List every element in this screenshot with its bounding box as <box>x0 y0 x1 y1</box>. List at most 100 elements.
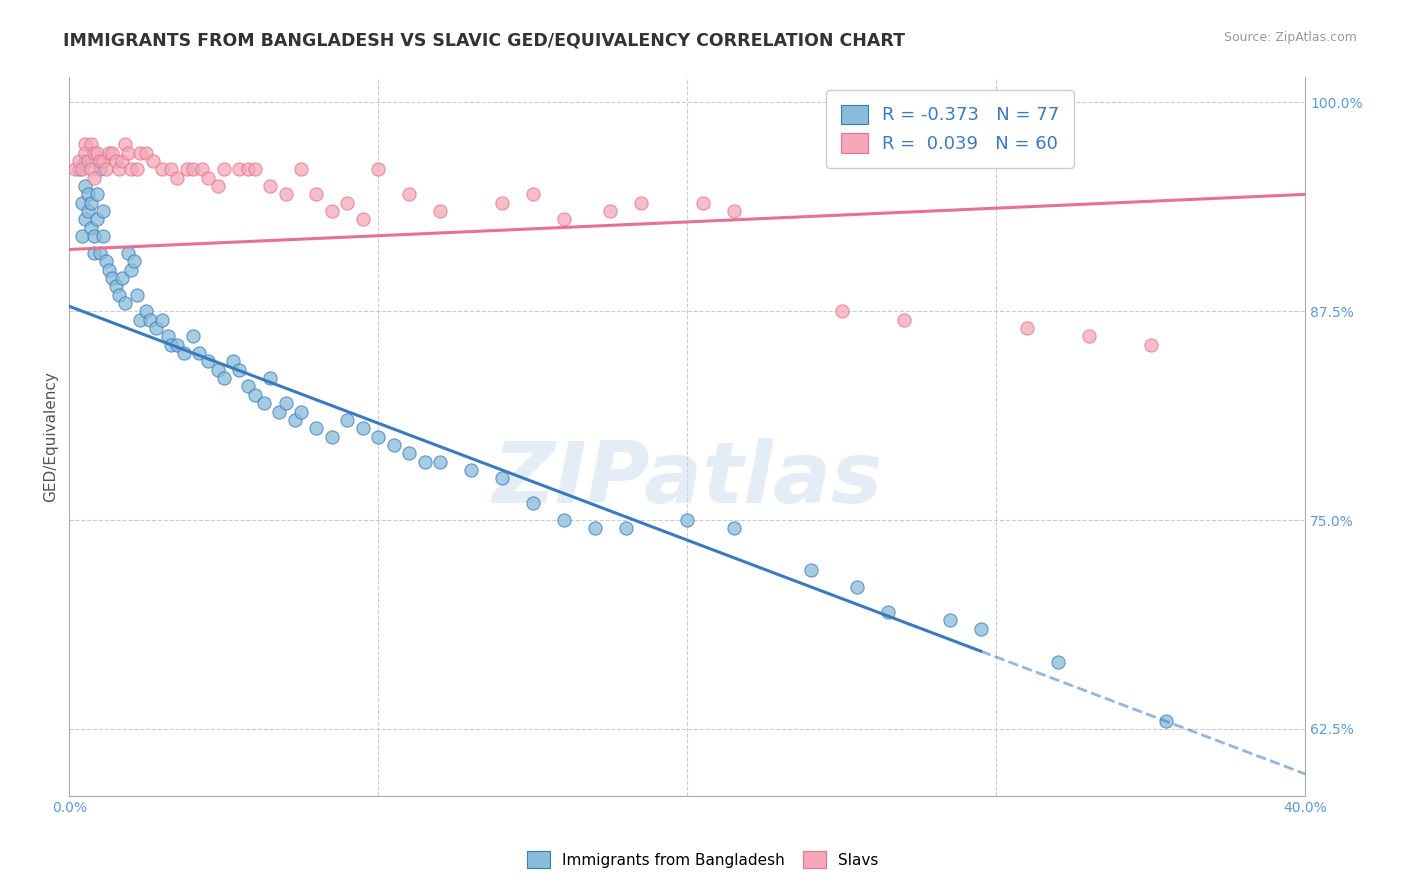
Point <box>181 162 204 177</box>
Point <box>101 145 124 160</box>
Point <box>117 245 139 260</box>
Point <box>117 145 139 160</box>
Point <box>630 195 652 210</box>
Point <box>676 513 699 527</box>
Point <box>553 212 575 227</box>
Point <box>150 312 173 326</box>
Point <box>89 162 111 177</box>
Point <box>1047 655 1070 669</box>
Point <box>91 153 114 168</box>
Point <box>336 413 359 427</box>
Point <box>274 396 297 410</box>
Point <box>259 179 281 194</box>
Point <box>321 429 343 443</box>
Point <box>86 187 108 202</box>
Point <box>160 337 183 351</box>
Point <box>83 170 105 185</box>
Point <box>76 204 98 219</box>
Point <box>238 379 260 393</box>
Point <box>352 212 374 227</box>
Point <box>269 404 291 418</box>
Point <box>321 204 343 219</box>
Y-axis label: GED/Equivalency: GED/Equivalency <box>44 371 58 502</box>
Point <box>207 179 229 194</box>
Point <box>70 229 93 244</box>
Point <box>129 312 152 326</box>
Point <box>1156 714 1178 728</box>
Point <box>135 304 157 318</box>
Point <box>238 162 260 177</box>
Point <box>76 153 98 168</box>
Point <box>138 312 160 326</box>
Point <box>429 455 451 469</box>
Point <box>96 162 118 177</box>
Point <box>73 145 96 160</box>
Point <box>86 212 108 227</box>
Point <box>491 195 513 210</box>
Point <box>846 580 869 594</box>
Point <box>284 413 307 427</box>
Point <box>107 287 129 301</box>
Point <box>142 153 165 168</box>
Point <box>939 613 962 627</box>
Text: ZIPatlas: ZIPatlas <box>492 438 883 521</box>
Point <box>800 563 823 577</box>
Point <box>599 204 621 219</box>
Point <box>212 162 235 177</box>
Point <box>98 145 121 160</box>
Point <box>212 371 235 385</box>
Point <box>1078 329 1101 343</box>
Point <box>86 145 108 160</box>
Text: Source: ZipAtlas.com: Source: ZipAtlas.com <box>1223 31 1357 45</box>
Point <box>98 262 121 277</box>
Point <box>197 354 219 368</box>
Point <box>259 371 281 385</box>
Point <box>145 321 167 335</box>
Point <box>73 179 96 194</box>
Point <box>89 245 111 260</box>
Point <box>127 162 149 177</box>
Point <box>67 162 90 177</box>
Point <box>91 204 114 219</box>
Point <box>73 137 96 152</box>
Point <box>367 429 389 443</box>
Point <box>135 145 157 160</box>
Point <box>96 254 118 268</box>
Point <box>1017 321 1039 335</box>
Point <box>228 363 250 377</box>
Point <box>188 346 211 360</box>
Point <box>104 153 127 168</box>
Point <box>111 153 134 168</box>
Point <box>114 137 136 152</box>
Point <box>398 446 420 460</box>
Point <box>491 471 513 485</box>
Point <box>222 354 245 368</box>
Point <box>83 145 105 160</box>
Point <box>583 521 606 535</box>
Legend: R = -0.373   N = 77, R =  0.039   N = 60: R = -0.373 N = 77, R = 0.039 N = 60 <box>827 90 1074 168</box>
Point <box>157 329 180 343</box>
Point <box>70 162 93 177</box>
Point <box>207 363 229 377</box>
Point <box>253 396 276 410</box>
Point <box>692 195 714 210</box>
Point <box>173 346 195 360</box>
Point <box>877 605 900 619</box>
Point <box>166 170 188 185</box>
Point <box>91 229 114 244</box>
Point <box>243 162 266 177</box>
Point <box>290 404 312 418</box>
Point <box>80 162 103 177</box>
Point <box>120 162 142 177</box>
Point <box>127 287 149 301</box>
Point <box>70 195 93 210</box>
Point <box>522 187 544 202</box>
Point <box>1140 337 1163 351</box>
Point <box>831 304 853 318</box>
Point <box>614 521 637 535</box>
Point <box>367 162 389 177</box>
Legend: Immigrants from Bangladesh, Slavs: Immigrants from Bangladesh, Slavs <box>519 844 887 875</box>
Point <box>197 170 219 185</box>
Point <box>723 521 745 535</box>
Point <box>553 513 575 527</box>
